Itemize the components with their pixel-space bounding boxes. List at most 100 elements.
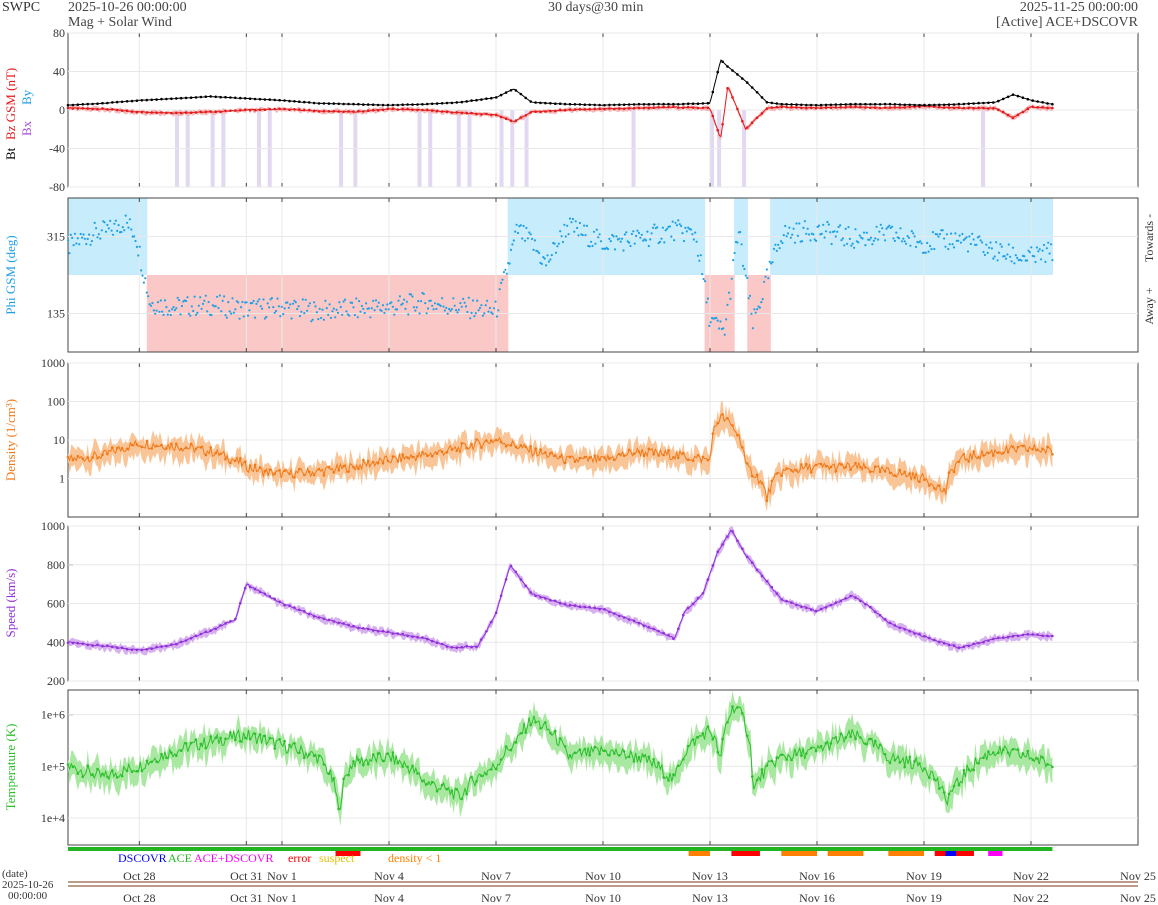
- phi-point: [671, 220, 674, 223]
- phi-point: [424, 302, 427, 305]
- phi-point: [508, 262, 511, 265]
- bz-series-point: [347, 110, 350, 113]
- phi-point: [107, 227, 110, 230]
- phi-point: [206, 310, 209, 313]
- bt-series-point: [317, 102, 321, 105]
- phi-point: [466, 310, 469, 314]
- phi-point: [491, 312, 494, 315]
- quality-flag-mark: [888, 851, 924, 856]
- density-series-point: [573, 460, 577, 463]
- phi-point: [501, 278, 504, 281]
- phi-point: [338, 301, 341, 304]
- temperature-series-point: [278, 738, 281, 741]
- bt-series-point: [406, 103, 409, 106]
- bz-series-point: [864, 106, 867, 109]
- density-series-point: [381, 462, 385, 465]
- phi-point: [360, 304, 363, 308]
- phi-point: [442, 305, 445, 308]
- speed-series-point: [839, 599, 843, 603]
- bt-series-point: [805, 103, 808, 107]
- density-series-point: [795, 469, 798, 472]
- speed-series-point: [160, 645, 163, 648]
- phi-point: [237, 301, 240, 304]
- phi-point: [850, 244, 853, 247]
- speed-series-point: [834, 601, 838, 605]
- speed-series-point: [750, 561, 754, 564]
- phi-point: [725, 318, 728, 321]
- phi-point: [522, 224, 525, 228]
- temperature-series-point: [352, 760, 355, 763]
- phi-point: [571, 217, 575, 221]
- speed-series-point: [913, 632, 916, 635]
- bz-series-point: [883, 106, 887, 109]
- legend-density-low: density < 1: [388, 851, 441, 865]
- phi-point: [484, 304, 487, 307]
- temperature-series-point: [307, 753, 311, 756]
- speed-series-point: [558, 601, 562, 605]
- quality-flag-mark: [335, 851, 361, 856]
- bt-series-point: [775, 102, 779, 105]
- bz-series-point: [179, 111, 183, 115]
- density-series-point: [987, 451, 990, 455]
- bt-series-point: [750, 86, 754, 89]
- density-series-point: [401, 453, 405, 456]
- speed-series-point: [563, 602, 567, 606]
- speed-series-point: [972, 642, 975, 645]
- phi-point: [563, 223, 566, 226]
- phi-point: [1016, 256, 1019, 259]
- phi-point: [426, 307, 430, 310]
- temperature-series-point: [396, 761, 400, 765]
- phi-point: [1023, 255, 1026, 258]
- bz-series-point: [534, 110, 537, 113]
- speed-series-point: [430, 639, 434, 643]
- density-series-point: [770, 479, 774, 483]
- density-series-point: [942, 488, 946, 491]
- density-series-point: [834, 470, 838, 473]
- temperature-series-point: [549, 731, 552, 735]
- speed-series-point: [248, 585, 252, 589]
- temperature-series-point: [327, 772, 331, 775]
- density-series-point: [234, 459, 237, 463]
- temperature-series-point: [499, 758, 503, 761]
- bt-series-point: [755, 91, 759, 94]
- temperature-series-point: [106, 775, 109, 779]
- speed-series-point: [283, 603, 286, 607]
- speed-series-point: [721, 543, 724, 546]
- phi-point: [294, 301, 297, 304]
- phi-point: [691, 233, 694, 236]
- quality-flag-mark: [827, 851, 864, 856]
- phi-point: [370, 307, 373, 310]
- phi-point: [997, 251, 1001, 254]
- speed-series-point: [726, 535, 729, 538]
- bz-series-point: [711, 114, 715, 118]
- phi-point: [865, 231, 868, 234]
- phi-point: [795, 222, 798, 225]
- phi-point: [297, 305, 300, 308]
- phi-point: [433, 302, 437, 305]
- bt-series-point: [682, 102, 685, 106]
- phi-point: [462, 297, 465, 300]
- bz-series-point: [869, 106, 872, 110]
- phi-point: [232, 311, 235, 314]
- speed-series-point: [209, 629, 212, 632]
- density-series-point: [790, 469, 793, 472]
- phi-point: [824, 230, 828, 233]
- density-series-point: [686, 458, 690, 462]
- legend-ace-dscovr: ACE+DSCOVR: [194, 851, 273, 865]
- bz-series-point: [805, 106, 808, 110]
- temperature-series-point: [741, 712, 744, 715]
- density-series-point: [194, 447, 198, 451]
- phi-point: [553, 242, 556, 245]
- phi-point: [931, 231, 935, 234]
- bt-series-point: [854, 102, 857, 106]
- temperature-series-point: [283, 739, 286, 743]
- density-series-point: [677, 456, 680, 460]
- temperature-series-point: [967, 768, 970, 771]
- temperature-series-point: [288, 743, 291, 747]
- phi-point: [912, 232, 915, 235]
- phi-point: [220, 310, 223, 313]
- temperature-series-point: [366, 762, 370, 766]
- phi-point: [528, 231, 531, 234]
- x-tick-label: Nov 16: [799, 869, 835, 883]
- speed-series-point: [406, 634, 409, 638]
